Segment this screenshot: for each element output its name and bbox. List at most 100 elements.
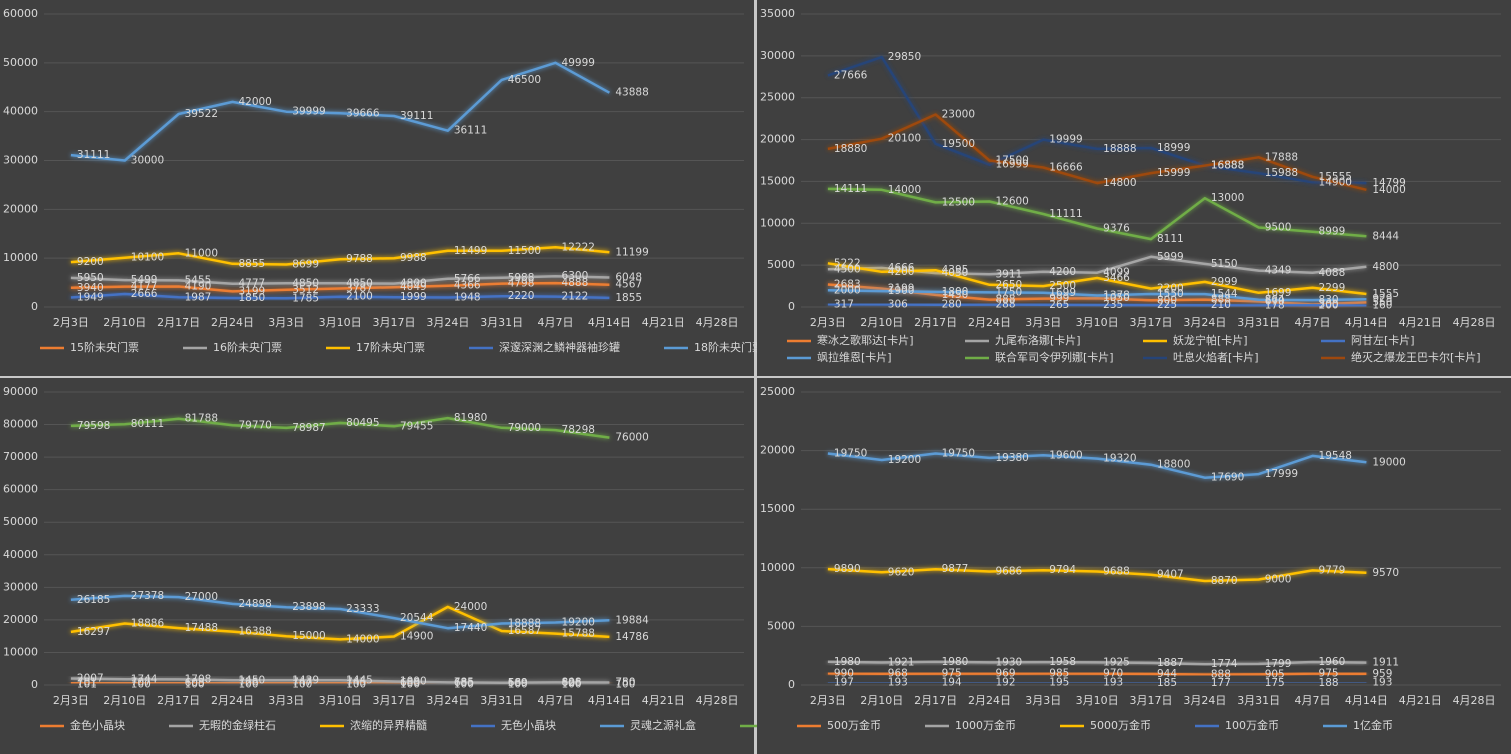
x-tick-label: 2月10日 [860, 316, 903, 329]
data-label: 975 [1319, 668, 1339, 680]
data-label: 726 [238, 677, 258, 689]
x-tick-label: 4月7日 [1295, 694, 1331, 707]
data-label: 4850 [346, 277, 373, 289]
data-label: 9794 [1049, 564, 1076, 576]
data-label: 19200 [888, 454, 921, 466]
data-label: 19000 [1372, 456, 1405, 468]
chart-panel: 0 5000 10000 15000 20000 25000 30000 35000 2月3日 2… [757, 0, 1511, 376]
data-label: 4567 [615, 279, 642, 291]
x-tick-label: 3月3日 [268, 694, 304, 707]
data-label: 195 [1049, 677, 1069, 689]
data-label: 17500 [995, 155, 1028, 167]
data-label: 3787 [346, 283, 373, 295]
data-label: 2666 [131, 288, 158, 300]
data-label: 16888 [1211, 160, 1244, 172]
legend-label: 100万金币 [1225, 718, 1279, 732]
data-label: 306 [888, 298, 908, 310]
x-tick-label: 4月7日 [538, 316, 574, 329]
x-tick-label: 3月3日 [1025, 694, 1061, 707]
data-label: 3199 [238, 285, 265, 297]
data-label: 9570 [1372, 567, 1399, 579]
data-label: 4177 [131, 281, 158, 293]
data-label: 100 [292, 679, 312, 691]
data-label: 1925 [1103, 656, 1130, 668]
data-label: 46500 [508, 74, 541, 86]
panel-background [757, 378, 1511, 754]
y-tick-label: 25000 [760, 91, 795, 104]
data-label: 100 [508, 679, 528, 691]
data-label: 5150 [1211, 258, 1238, 270]
y-tick-label: 0 [788, 300, 795, 313]
series-line [70, 594, 610, 630]
data-label: 225 [1157, 299, 1177, 311]
y-tick-label: 35000 [760, 7, 795, 20]
data-label: 17488 [185, 622, 218, 634]
data-label: 1980 [834, 656, 861, 668]
data-label: 9788 [346, 253, 373, 265]
data-label: 23333 [346, 603, 379, 615]
series-line [70, 605, 610, 641]
data-label: 19200 [562, 616, 595, 628]
x-tick-label: 3月3日 [1025, 316, 1061, 329]
data-label: 18800 [1157, 459, 1190, 471]
data-label: 4190 [185, 281, 212, 293]
data-label: 78987 [292, 422, 325, 434]
y-tick-label: 0 [31, 300, 38, 313]
legend-label: 深邃深渊之鳞神器袖珍罐 [499, 340, 620, 354]
x-tick-label: 2月17日 [157, 316, 200, 329]
data-label: 2683 [834, 279, 861, 291]
data-label: 1930 [995, 656, 1022, 668]
data-label: 79455 [400, 420, 433, 432]
legend-label: 500万金币 [827, 718, 881, 732]
data-label: 707 [131, 677, 151, 689]
data-label: 4049 [400, 281, 427, 293]
data-label: 550 [1372, 296, 1392, 308]
legend-label: 15阶未央门票 [70, 340, 139, 354]
x-tick-label: 2月17日 [157, 694, 200, 707]
data-label: 1999 [400, 291, 427, 303]
y-tick-label: 50000 [3, 56, 38, 69]
x-tick-label: 2月10日 [103, 694, 146, 707]
data-label: 830 [1319, 294, 1339, 306]
data-label: 39666 [346, 107, 380, 119]
x-tick-label: 3月24日 [1183, 316, 1226, 329]
data-label: 2200 [1157, 283, 1184, 295]
data-label: 4666 [888, 262, 915, 274]
data-label: 1855 [615, 292, 642, 304]
data-label: 1949 [77, 291, 104, 303]
data-label: 19500 [942, 138, 975, 150]
data-label: 1850 [238, 292, 265, 304]
data-label: 888 [1211, 294, 1231, 306]
data-label: 5455 [185, 274, 212, 286]
x-tick-label: 3月17日 [1130, 694, 1173, 707]
data-label: 100 [400, 679, 420, 691]
data-label: 1750 [995, 286, 1022, 298]
data-label: 177 [1211, 677, 1231, 689]
x-tick-label: 3月10日 [319, 694, 362, 707]
data-label: 265 [1049, 299, 1069, 311]
data-label: 985 [1049, 667, 1069, 679]
data-label: 19320 [1103, 453, 1136, 465]
x-tick-label: 2月24日 [968, 316, 1011, 329]
data-label: 9500 [1265, 221, 1292, 233]
data-label: 81788 [185, 413, 218, 425]
y-tick-label: 50000 [3, 515, 38, 528]
data-label: 1699 [1265, 287, 1292, 299]
data-label: 14000 [346, 633, 379, 645]
y-tick-label: 60000 [3, 483, 38, 496]
x-tick-label: 3月10日 [319, 316, 362, 329]
data-label: 16999 [995, 159, 1028, 171]
data-label: 9988 [400, 252, 427, 264]
data-label: 19884 [615, 614, 649, 626]
data-label: 17999 [1265, 468, 1298, 480]
data-label: 929 [1372, 293, 1392, 305]
data-label: 14000 [1372, 184, 1405, 196]
data-label: 19750 [942, 448, 975, 460]
x-tick-label: 2月17日 [914, 694, 957, 707]
data-label: 15788 [562, 628, 595, 640]
x-tick-label: 4月28日 [1453, 316, 1496, 329]
data-label: 1445 [346, 674, 373, 686]
data-label: 780 [615, 676, 635, 688]
data-label: 39522 [185, 108, 218, 120]
